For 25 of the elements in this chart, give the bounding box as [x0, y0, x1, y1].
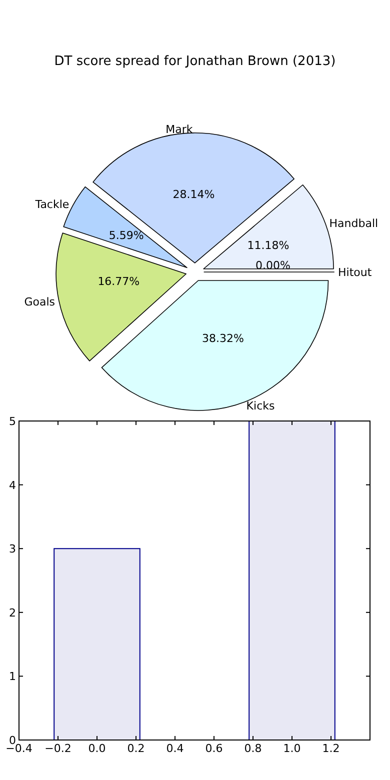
x-tick-label: 0.8	[244, 742, 262, 755]
data-label: 28.14%	[172, 188, 215, 202]
slice-label: Kicks	[246, 399, 275, 412]
category-label: Hitout	[338, 266, 372, 279]
x-tick-label: 0.2	[127, 742, 145, 755]
y-tick-label: 4	[9, 478, 16, 492]
x-tick-label: 1.0	[283, 742, 301, 755]
slice-label: Handball	[329, 216, 378, 230]
y-tick-label: 1	[9, 670, 16, 684]
y-tick-label: 5	[9, 415, 16, 428]
slice-label: Goals	[24, 295, 56, 308]
x-tick-label: 0.6	[205, 742, 223, 755]
y-tick-label: 2	[9, 606, 16, 620]
data-label: 11.18%	[247, 239, 290, 252]
slice-label: Mark	[166, 123, 194, 136]
slice-label: Tackle	[34, 198, 70, 212]
data-label: 5.59%	[108, 228, 144, 242]
x-tick-label: 1.2	[322, 742, 340, 755]
y-tick-label: 3	[9, 542, 16, 556]
x-tick-label: 0.0	[88, 742, 106, 755]
x-tick-label: −0.2	[44, 742, 72, 755]
x-tick-label: 0.4	[166, 742, 184, 755]
data-label: 38.32%	[202, 332, 244, 345]
chart-title: DT score spread for Jonathan Brown (2013)	[54, 54, 336, 69]
data-label: 16.77%	[98, 275, 140, 288]
